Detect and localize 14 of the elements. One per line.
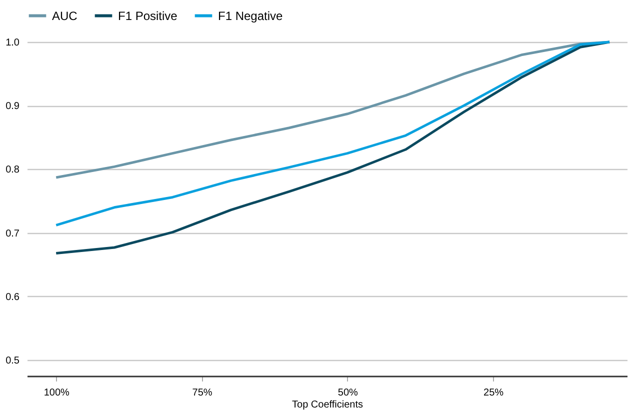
y-tick-label: 0.8 xyxy=(6,164,20,176)
y-tick-label: 1.0 xyxy=(6,38,20,48)
y-tick-label: 0.6 xyxy=(6,292,20,303)
x-tick-label: 75% xyxy=(192,388,212,398)
x-axis-title: Top Coefficients xyxy=(292,400,363,410)
x-tick-label: 25% xyxy=(484,388,504,398)
legend-label: F1 Positive xyxy=(118,8,178,23)
legend-label: F1 Negative xyxy=(218,8,284,23)
legend-label: AUC xyxy=(52,8,78,23)
y-tick-label: 0.9 xyxy=(6,101,20,112)
y-tick-label: 0.7 xyxy=(6,228,20,240)
x-tick-label: 50% xyxy=(338,388,358,398)
x-tick-label: 100% xyxy=(44,388,70,398)
y-tick-label: 0.5 xyxy=(6,356,20,367)
